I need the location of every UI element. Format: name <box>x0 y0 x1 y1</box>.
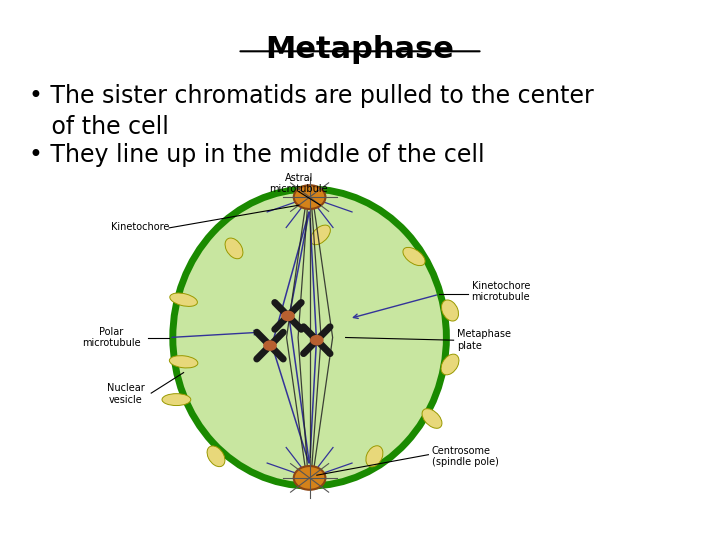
Ellipse shape <box>225 238 243 259</box>
Text: Polar
microtubule: Polar microtubule <box>82 327 141 348</box>
Ellipse shape <box>441 300 459 321</box>
Text: Astral
microtubule: Astral microtubule <box>269 173 328 194</box>
Ellipse shape <box>207 446 225 467</box>
Text: Kinetochore: Kinetochore <box>111 222 170 232</box>
Ellipse shape <box>173 189 446 486</box>
Ellipse shape <box>441 354 459 375</box>
Text: Kinetochore
microtubule: Kinetochore microtubule <box>472 281 530 302</box>
Circle shape <box>282 311 294 321</box>
Ellipse shape <box>366 446 383 467</box>
Ellipse shape <box>170 293 197 306</box>
Text: Nuclear
vesicle: Nuclear vesicle <box>107 383 145 405</box>
Ellipse shape <box>162 394 191 406</box>
Circle shape <box>264 341 276 350</box>
Circle shape <box>294 466 325 490</box>
Ellipse shape <box>169 356 198 368</box>
Text: • They line up in the middle of the cell: • They line up in the middle of the cell <box>29 143 485 167</box>
Ellipse shape <box>422 409 442 428</box>
Circle shape <box>294 185 325 209</box>
Text: Metaphase: Metaphase <box>266 35 454 64</box>
Ellipse shape <box>310 225 330 245</box>
Text: • The sister chromatids are pulled to the center
   of the cell: • The sister chromatids are pulled to th… <box>29 84 593 139</box>
Text: Centrosome
(spindle pole): Centrosome (spindle pole) <box>432 446 499 467</box>
Text: Metaphase
plate: Metaphase plate <box>457 329 511 351</box>
Circle shape <box>311 335 323 345</box>
Ellipse shape <box>403 247 425 266</box>
